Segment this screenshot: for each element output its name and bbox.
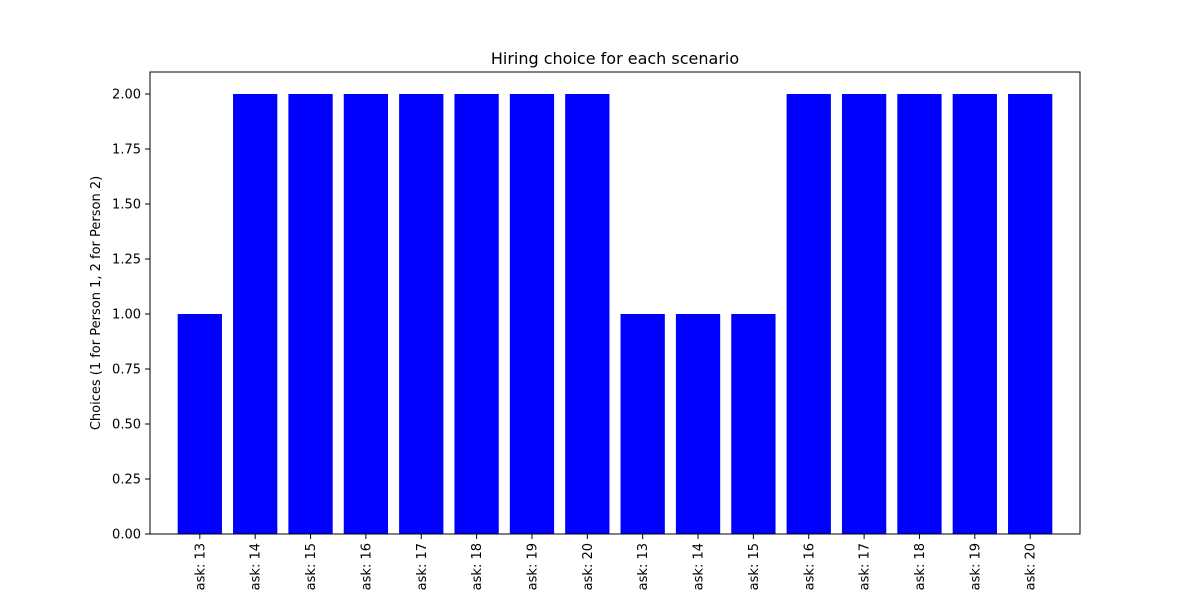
y-tick-label: 2.00 bbox=[112, 88, 141, 103]
y-tick-label: 1.50 bbox=[112, 198, 141, 213]
bar-13 bbox=[841, 94, 887, 534]
y-tick-label: 0.00 bbox=[112, 528, 141, 543]
x-tick-label: ask: 18 bbox=[913, 543, 928, 590]
y-tick-label: 1.00 bbox=[112, 308, 141, 323]
y-tick-label: 0.75 bbox=[112, 363, 141, 378]
bar-10 bbox=[675, 314, 721, 534]
x-tick-label: ask: 17 bbox=[858, 543, 873, 590]
x-tick-label: ask: 18 bbox=[470, 543, 485, 590]
x-tick-label: ask: 14 bbox=[692, 543, 707, 590]
bar-11 bbox=[731, 314, 776, 534]
bar-16 bbox=[1008, 94, 1053, 534]
y-tick-label: 0.25 bbox=[112, 473, 141, 488]
bar-6 bbox=[454, 94, 499, 534]
bar-7 bbox=[509, 94, 555, 534]
chart-title: Hiring choice for each scenario bbox=[491, 49, 739, 68]
x-ticks-group: ask: 13 ask: 14 ask: 15 ask: 16 ask: 17 ask: … bbox=[193, 534, 1039, 590]
bar-12 bbox=[786, 94, 831, 534]
bars-group bbox=[177, 94, 1053, 534]
y-ticks-group: 0.00 0.25 0.50 0.75 1.00 1.25 1.50 1.75 2.00 bbox=[112, 88, 150, 543]
bar-15 bbox=[952, 94, 997, 534]
bar-3 bbox=[288, 94, 333, 534]
x-tick-label: ask: 15 bbox=[304, 543, 319, 590]
bar-9 bbox=[620, 314, 665, 534]
x-tick-label: ask: 16 bbox=[802, 543, 817, 590]
x-tick-label: ask: 17 bbox=[415, 543, 430, 590]
y-tick-label: 0.50 bbox=[112, 418, 141, 433]
bar-2 bbox=[233, 94, 278, 534]
x-tick-label: ask: 20 bbox=[1024, 543, 1039, 590]
x-tick-label: ask: 13 bbox=[636, 543, 651, 590]
x-tick-label: ask: 20 bbox=[581, 543, 596, 590]
plot-frame bbox=[149, 71, 1081, 535]
bar-8 bbox=[565, 94, 610, 534]
bar-4 bbox=[343, 94, 389, 534]
x-tick-label: ask: 13 bbox=[193, 543, 208, 590]
y-tick-label: 1.75 bbox=[112, 143, 141, 158]
x-tick-label: ask: 14 bbox=[249, 543, 264, 590]
bar-1 bbox=[177, 314, 222, 534]
x-tick-label: ask: 16 bbox=[359, 543, 374, 590]
x-tick-label: ask: 15 bbox=[747, 543, 762, 590]
bar-14 bbox=[897, 94, 942, 534]
x-tick-label: ask: 19 bbox=[525, 543, 540, 590]
bar-5 bbox=[399, 94, 444, 534]
y-tick-label: 1.25 bbox=[112, 253, 141, 268]
y-axis-label: Choices (1 for Person 1, 2 for Person 2) bbox=[89, 176, 104, 430]
x-tick-label: ask: 19 bbox=[968, 543, 983, 590]
